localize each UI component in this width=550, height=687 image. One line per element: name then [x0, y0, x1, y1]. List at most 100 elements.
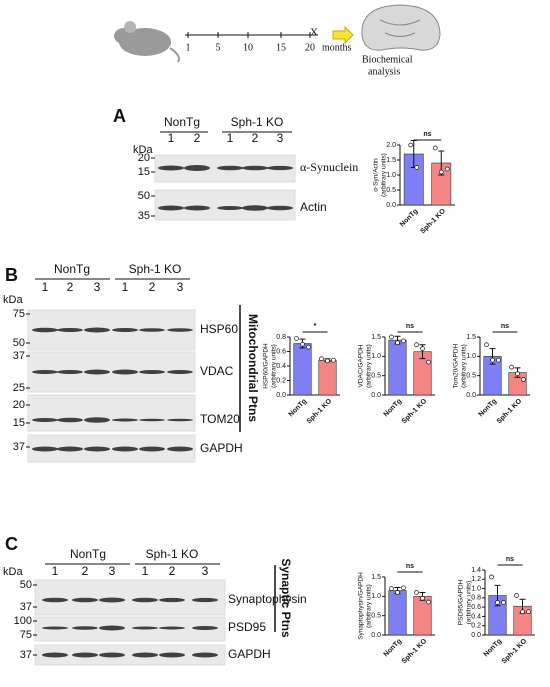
- data-point: [490, 357, 495, 363]
- kda-label: kDa: [3, 294, 23, 306]
- y-tick-label: 1.5: [386, 157, 396, 164]
- y-axis-label: Tom20/GAPDH: [453, 343, 460, 388]
- band: [184, 205, 210, 211]
- timeline-label: 1: [186, 42, 191, 53]
- band: [132, 597, 158, 603]
- data-point: [401, 338, 406, 344]
- band: [42, 626, 68, 630]
- marker-label: 20: [13, 399, 25, 411]
- y-tick-label: 0.5: [371, 373, 381, 380]
- marker-label: 75: [13, 308, 25, 320]
- y-tick-label: 0.2: [276, 377, 286, 384]
- band: [112, 369, 138, 375]
- data-point: [325, 358, 330, 364]
- significance-label: ns: [506, 556, 514, 563]
- data-point: [426, 359, 431, 365]
- band: [139, 370, 165, 374]
- y-axis-label: (arbitrary units): [381, 153, 388, 197]
- bar: [318, 359, 337, 396]
- band: [167, 446, 193, 452]
- band: [57, 370, 83, 374]
- band: [267, 165, 293, 171]
- data-point: [331, 357, 336, 363]
- blot: [27, 394, 196, 432]
- bar: [388, 339, 407, 396]
- band: [72, 652, 98, 658]
- side-label: Synaptic Ptns: [279, 558, 293, 638]
- band: [112, 328, 138, 332]
- bar: [388, 590, 407, 636]
- timeline-unit: months: [322, 42, 352, 53]
- marker-label: 75: [20, 629, 32, 641]
- lane-label: 3: [94, 280, 101, 294]
- endpoint-label: Biochemical: [362, 54, 413, 65]
- y-axis-label: HSP60/GAPDH: [263, 343, 270, 389]
- y-axis-label: α-Syn/Actin: [373, 158, 380, 192]
- x-tick-label: NonTg: [478, 398, 499, 419]
- lane-label: 1: [142, 564, 149, 578]
- y-tick-label: 0.5: [386, 187, 396, 194]
- y-tick-label: 0.0: [466, 392, 476, 399]
- band: [217, 206, 243, 210]
- marker-label: 37: [13, 350, 25, 362]
- data-point: [432, 145, 438, 151]
- x-tick-label: NonTg: [383, 638, 404, 659]
- data-point: [526, 609, 531, 615]
- data-point: [509, 364, 514, 370]
- y-axis-label: (arbitrary units): [366, 584, 373, 628]
- band: [57, 446, 83, 452]
- lane-label: 3: [109, 564, 116, 578]
- group-label: Sph-1 KO: [129, 262, 182, 276]
- band: [139, 328, 165, 332]
- band-label: VDAC: [200, 364, 234, 378]
- lane-label: 2: [194, 131, 201, 145]
- lane-label: 1: [122, 280, 129, 294]
- significance-label: ns: [406, 563, 414, 570]
- band: [84, 369, 110, 375]
- x-tick-label: Sph-1 KO: [401, 397, 429, 425]
- data-point: [408, 142, 414, 148]
- marker-label: 50: [13, 337, 25, 349]
- lane-label: 2: [82, 564, 89, 578]
- data-point: [414, 590, 419, 595]
- band: [99, 597, 125, 603]
- data-point: [294, 336, 299, 341]
- timeline-label: 15: [276, 42, 286, 53]
- band: [242, 165, 268, 171]
- timeline-label: 20: [305, 42, 315, 53]
- x-tick-label: NonTg: [288, 398, 309, 419]
- data-point: [501, 600, 506, 605]
- group-label: NonTg: [70, 547, 106, 561]
- band: [99, 652, 125, 658]
- blot: [34, 579, 226, 616]
- band: [167, 418, 193, 422]
- blot: [34, 616, 226, 642]
- band: [72, 626, 98, 630]
- x-tick-label: NonTg: [483, 638, 504, 659]
- marker-label: 100: [14, 615, 32, 627]
- data-point: [496, 357, 501, 363]
- data-point: [306, 344, 311, 350]
- band: [57, 328, 83, 332]
- y-tick-label: 0.0: [471, 632, 481, 639]
- band: [42, 597, 68, 603]
- mouse-icon: [114, 21, 180, 63]
- y-axis-label: (arbitrary units): [271, 344, 278, 388]
- data-point: [521, 377, 526, 382]
- y-axis-label: PSD95/GAPDH: [458, 579, 465, 625]
- lane-label: 3: [277, 131, 284, 145]
- y-axis-label: VDAC/GAPDH: [358, 344, 365, 387]
- group-label: NonTg: [164, 115, 200, 129]
- data-point: [401, 585, 406, 591]
- timeline-label: 10: [243, 42, 253, 53]
- data-point: [319, 356, 324, 362]
- band: [132, 626, 158, 630]
- y-tick-label: 0.6: [471, 604, 481, 611]
- marker-label: 20: [138, 152, 150, 164]
- y-tick-label: 0.0: [276, 392, 286, 399]
- band: [159, 652, 185, 658]
- data-point: [520, 609, 525, 615]
- y-tick-label: 1.5: [466, 334, 476, 341]
- band-label: TOM20: [200, 412, 240, 426]
